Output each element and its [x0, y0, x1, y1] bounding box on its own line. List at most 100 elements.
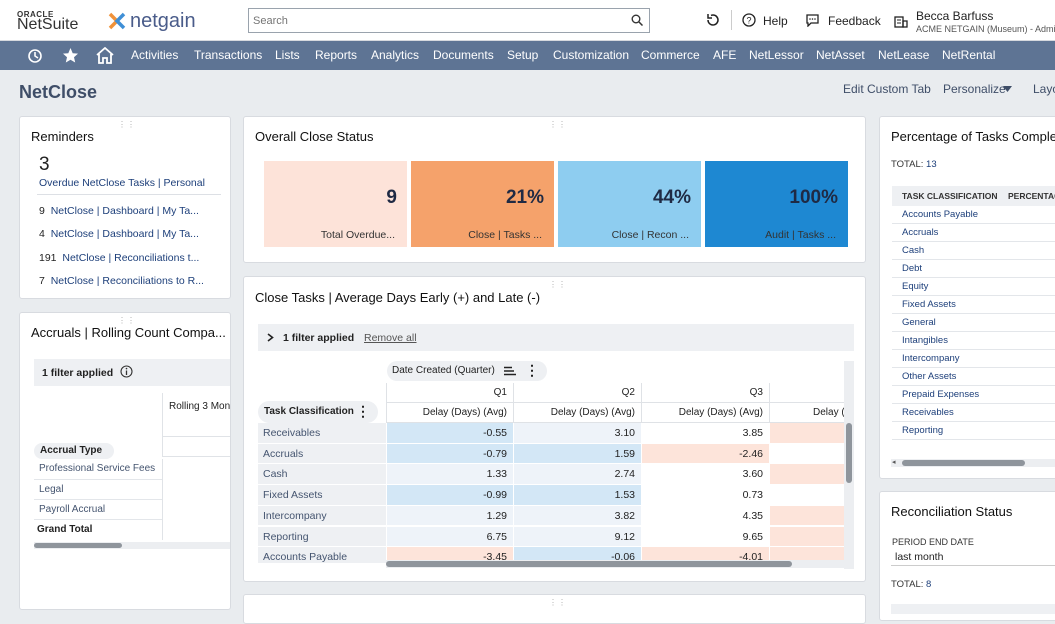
metric-header[interactable]: Delay ( [769, 403, 854, 423]
filter-applied-label[interactable]: 1 filter applied [283, 332, 355, 344]
column-header-percentage[interactable]: PERCENTAGE [1008, 191, 1055, 201]
drag-handle-icon[interactable]: ⋮⋮ [118, 120, 136, 129]
table-cell[interactable]: -0.79 [386, 443, 513, 465]
scrollbar-thumb[interactable] [902, 460, 1025, 466]
reminder-item[interactable]: 4 NetClose | Dashboard | My Ta... [39, 228, 199, 240]
table-cell[interactable]: -0.06 [513, 547, 641, 563]
total-value[interactable]: 8 [926, 579, 932, 590]
table-cell[interactable]: -0.55 [386, 423, 513, 444]
nav-netlessor[interactable]: NetLessor [749, 48, 804, 62]
company-roles-icon[interactable] [893, 12, 909, 28]
netsuite-logo[interactable]: NetSuite [17, 16, 79, 33]
reminder-label[interactable]: NetClose | Reconciliations to R... [50, 275, 204, 287]
column-header-classification[interactable]: TASK CLASSIFICATION [902, 191, 998, 201]
help-link[interactable]: Help [763, 14, 788, 28]
table-cell[interactable]: 1.33 [386, 464, 513, 486]
filter-bar[interactable]: 1 filter applied [34, 359, 230, 386]
reminder-count-label[interactable]: Overdue NetClose Tasks | Personal [39, 177, 205, 189]
table-cell[interactable] [769, 464, 854, 486]
table-cell[interactable]: 1.29 [386, 505, 513, 527]
table-cell[interactable]: 3.60 [641, 464, 769, 486]
vertical-scrollbar[interactable] [844, 361, 854, 569]
row-header-pill[interactable]: Accrual Type [34, 443, 114, 459]
period-select[interactable]: last month [891, 548, 1055, 566]
nav-lists[interactable]: Lists [275, 48, 300, 62]
metric-header[interactable]: Delay (Days) (Avg) [641, 403, 769, 423]
table-cell[interactable] [769, 526, 854, 548]
classification-row[interactable]: Cash [892, 242, 1055, 260]
table-cell[interactable]: 9.65 [641, 526, 769, 548]
classification-row[interactable]: Reporting [892, 422, 1055, 440]
more-options-icon[interactable]: ⋮ [356, 403, 370, 419]
kpi-tile-close-tasks[interactable]: 21% Close | Tasks ... [411, 161, 554, 247]
reminder-item[interactable]: 9 NetClose | Dashboard | My Ta... [39, 205, 199, 217]
nav-afe[interactable]: AFE [713, 48, 737, 62]
classification-row[interactable]: Equity [892, 278, 1055, 296]
reminder-item[interactable]: 7 NetClose | Reconciliations to R... [39, 275, 204, 287]
feedback-link[interactable]: Feedback [828, 14, 881, 28]
classification-row[interactable]: Receivables [892, 404, 1055, 422]
classification-row[interactable]: Intangibles [892, 332, 1055, 350]
table-cell[interactable]: 4.35 [641, 505, 769, 527]
nav-activities[interactable]: Activities [131, 48, 179, 62]
horizontal-scrollbar[interactable]: ◂ [891, 459, 1055, 467]
reminder-label[interactable]: NetClose | Reconciliations t... [62, 252, 200, 264]
classification-row[interactable]: Intercompany [892, 350, 1055, 368]
edit-custom-tab-link[interactable]: Edit Custom Tab [843, 82, 931, 96]
drag-handle-icon[interactable]: ⋮⋮ [549, 120, 567, 129]
classification-row[interactable]: Accruals [892, 224, 1055, 242]
date-column-pill[interactable]: Date Created (Quarter) ⋮ [387, 361, 547, 381]
table-cell[interactable]: -0.99 [386, 485, 513, 506]
scrollbar-thumb[interactable] [34, 543, 122, 548]
help-icon[interactable]: ? [742, 13, 756, 27]
nav-setup[interactable]: Setup [507, 48, 539, 62]
search-input[interactable] [249, 9, 619, 32]
reminder-item[interactable]: 191 NetClose | Reconciliations t... [39, 252, 199, 264]
filter-applied-label[interactable]: 1 filter applied [42, 367, 114, 379]
scrollbar-thumb[interactable] [846, 423, 852, 483]
table-cell[interactable] [769, 485, 854, 506]
table-cell[interactable]: 3.10 [513, 423, 641, 444]
table-cell[interactable]: 3.85 [641, 423, 769, 444]
quarter-header[interactable]: Q1 [386, 383, 513, 403]
table-cell[interactable]: 1.59 [513, 443, 641, 465]
table-cell[interactable] [769, 547, 854, 563]
table-cell[interactable]: 6.75 [386, 526, 513, 548]
global-search[interactable] [248, 8, 650, 33]
horizontal-scrollbar[interactable] [34, 542, 230, 549]
total-value[interactable]: 13 [926, 159, 937, 170]
nav-netrental[interactable]: NetRental [942, 48, 996, 62]
table-cell[interactable]: -3.45 [386, 547, 513, 563]
user-name[interactable]: Becca Barfuss [916, 9, 994, 23]
kpi-tile-overdue[interactable]: 9 Total Overdue... [264, 161, 407, 247]
favorites-star-icon[interactable] [62, 47, 79, 64]
table-cell[interactable]: 3.82 [513, 505, 641, 527]
scroll-left-icon[interactable]: ◂ [892, 459, 896, 466]
classification-row[interactable]: Fixed Assets [892, 296, 1055, 314]
classification-row[interactable]: Debt [892, 260, 1055, 278]
reminder-label[interactable]: NetClose | Dashboard | My Ta... [50, 228, 199, 240]
remove-all-filters-link[interactable]: Remove all [364, 332, 417, 344]
nav-reports[interactable]: Reports [315, 48, 358, 62]
feedback-icon[interactable] [805, 13, 820, 27]
chevron-right-icon[interactable] [267, 333, 274, 342]
scrollbar-thumb[interactable] [386, 561, 792, 567]
info-icon[interactable] [120, 365, 133, 378]
sort-icon[interactable] [504, 366, 516, 376]
drag-handle-icon[interactable]: ⋮⋮ [118, 316, 136, 325]
recent-records-icon[interactable] [705, 12, 721, 28]
nav-commerce[interactable]: Commerce [641, 48, 700, 62]
row-header-pill[interactable]: Task Classification ⋮ [258, 401, 378, 423]
nav-documents[interactable]: Documents [433, 48, 494, 62]
nav-customization[interactable]: Customization [553, 48, 630, 62]
classification-row[interactable]: Prepaid Expenses [892, 386, 1055, 404]
table-cell[interactable] [769, 505, 854, 527]
horizontal-scrollbar[interactable] [386, 560, 844, 568]
filter-bar[interactable]: 1 filter applied Remove all [258, 324, 854, 351]
table-cell[interactable]: 9.12 [513, 526, 641, 548]
table-cell[interactable]: 1.53 [513, 485, 641, 506]
metric-header[interactable]: Delay (Days) (Avg) [386, 403, 513, 423]
kpi-tile-close-recon[interactable]: 44% Close | Recon ... [558, 161, 701, 247]
kpi-tile-audit-tasks[interactable]: 100% Audit | Tasks ... [705, 161, 848, 247]
table-cell[interactable]: -2.46 [641, 443, 769, 465]
